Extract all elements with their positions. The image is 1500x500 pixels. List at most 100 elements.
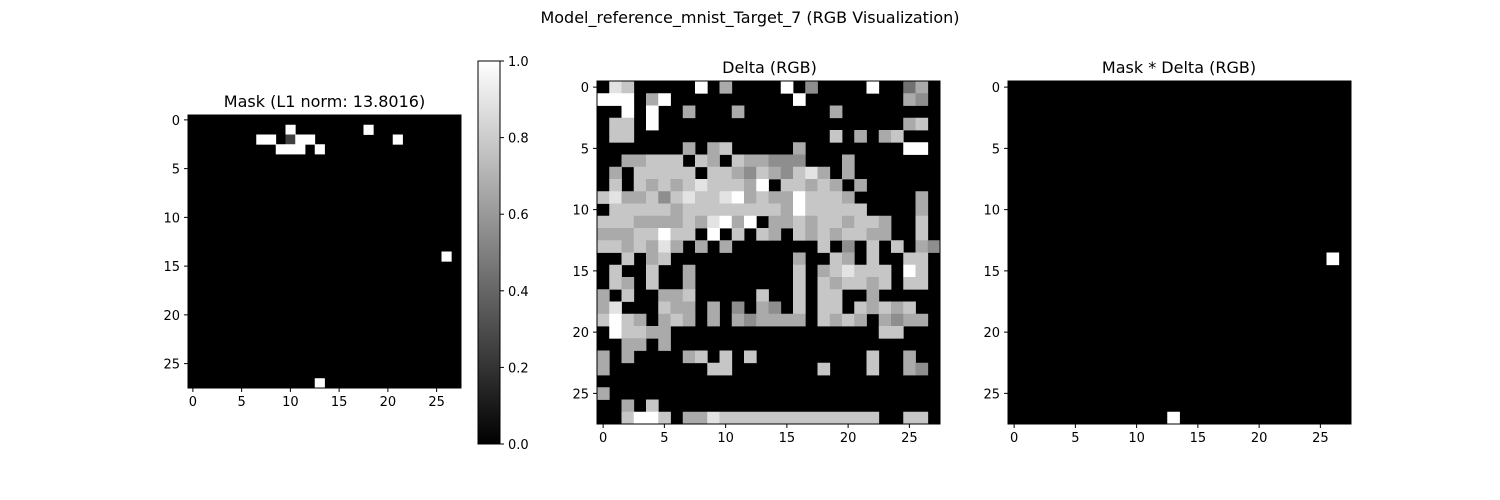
colorbar-ticks: 0.0 0.2 0.4 0.6 0.8 1.0 <box>500 55 529 453</box>
delta-cell <box>597 240 610 253</box>
delta-cell <box>597 289 610 302</box>
delta-cell <box>719 240 733 253</box>
mask-delta-panel: Mask * Delta (RGB) 0 5 10 15 20 25 0 5 10 15 20 25 <box>983 58 1352 446</box>
delta-cell <box>744 179 757 192</box>
delta-cell <box>621 326 635 339</box>
delta-cell <box>829 228 843 241</box>
delta-cell <box>609 93 622 106</box>
delta-cell <box>646 326 659 339</box>
delta-cell <box>621 350 635 364</box>
delta-cell <box>915 411 929 425</box>
delta-cell <box>829 252 843 266</box>
mask-xtick-label: 5 <box>237 395 245 410</box>
mask-delta-ytick-label: 25 <box>983 387 1000 402</box>
delta-cell <box>646 179 659 192</box>
colorbar-tick-label: 0.2 <box>508 361 529 376</box>
delta-cell <box>793 154 806 168</box>
delta-cell <box>842 277 855 290</box>
delta-cell <box>891 130 904 143</box>
mask-ytick-label: 5 <box>172 163 180 178</box>
delta-cell <box>854 411 867 425</box>
delta-cell <box>633 411 647 425</box>
delta-cell <box>866 350 880 364</box>
delta-cell <box>817 289 831 302</box>
delta-cell <box>695 240 708 253</box>
delta-cell <box>817 362 831 376</box>
delta-cell <box>756 289 769 302</box>
delta-cell <box>817 191 831 204</box>
delta-cell <box>903 277 916 290</box>
delta-cell <box>842 166 855 180</box>
delta-cell <box>915 203 929 217</box>
delta-cell <box>682 215 696 229</box>
delta-cell <box>621 240 635 253</box>
mask-cell <box>275 144 286 155</box>
delta-cell <box>658 228 671 241</box>
delta-cell <box>817 215 831 229</box>
mask-delta-xtick-label: 20 <box>1251 431 1268 446</box>
delta-cell <box>682 203 696 217</box>
delta-cell <box>621 105 635 119</box>
delta-cell <box>682 301 696 315</box>
mask-xtick-label: 15 <box>331 395 348 410</box>
delta-cell <box>793 166 806 180</box>
mask-cell <box>285 134 296 145</box>
delta-cell <box>817 203 831 217</box>
delta-cell <box>793 411 806 425</box>
delta-cell <box>658 154 671 168</box>
delta-cell <box>842 154 855 168</box>
delta-cell <box>609 203 622 217</box>
delta-cell <box>903 362 916 376</box>
delta-cell <box>829 130 843 143</box>
delta-cell <box>731 301 745 315</box>
delta-cell <box>915 240 929 253</box>
delta-cell <box>829 264 843 278</box>
delta-cell <box>646 191 659 204</box>
mask-ytick-label: 25 <box>163 358 180 373</box>
delta-cell <box>658 252 671 266</box>
delta-cell <box>646 264 659 278</box>
delta-ytick-label: 0 <box>581 81 589 96</box>
mask-panel-title: Mask (L1 norm: 13.8016) <box>224 92 425 111</box>
delta-cell <box>915 191 929 204</box>
delta-cell <box>878 264 892 278</box>
delta-cell <box>707 191 720 204</box>
mask-xtick-label: 0 <box>189 395 197 410</box>
delta-cell <box>633 179 647 192</box>
delta-cell <box>866 252 880 266</box>
delta-cell <box>756 154 769 168</box>
delta-ytick-label: 10 <box>572 204 589 219</box>
delta-cell <box>780 215 794 229</box>
delta-cell <box>682 166 696 180</box>
mask-delta-xtick-label: 15 <box>1190 431 1207 446</box>
delta-cell <box>646 166 659 180</box>
colorbar-tick-label: 0.4 <box>508 285 529 300</box>
delta-cell <box>707 362 720 376</box>
delta-cell <box>780 166 794 180</box>
delta-cell <box>597 191 610 204</box>
delta-cell <box>756 228 769 241</box>
delta-cell <box>731 203 745 217</box>
delta-cell <box>866 277 880 290</box>
mask-xtick-label: 10 <box>282 395 299 410</box>
delta-xtick-label: 25 <box>901 431 918 446</box>
delta-cell <box>780 203 794 217</box>
delta-cell <box>878 277 892 290</box>
delta-cell <box>597 93 610 106</box>
delta-cell <box>731 313 745 327</box>
delta-cell <box>793 93 806 106</box>
delta-cell <box>621 81 635 94</box>
delta-cell <box>878 326 892 339</box>
delta-cell <box>891 326 904 339</box>
mask-ytick-label: 10 <box>163 211 180 226</box>
delta-cell <box>915 264 929 278</box>
delta-cell <box>633 326 647 339</box>
delta-cell <box>903 301 916 315</box>
delta-cell <box>633 203 647 217</box>
delta-cell <box>646 411 659 425</box>
delta-cell <box>793 264 806 278</box>
delta-cell <box>719 81 733 94</box>
delta-cell <box>903 93 916 106</box>
delta-cell <box>903 411 916 425</box>
